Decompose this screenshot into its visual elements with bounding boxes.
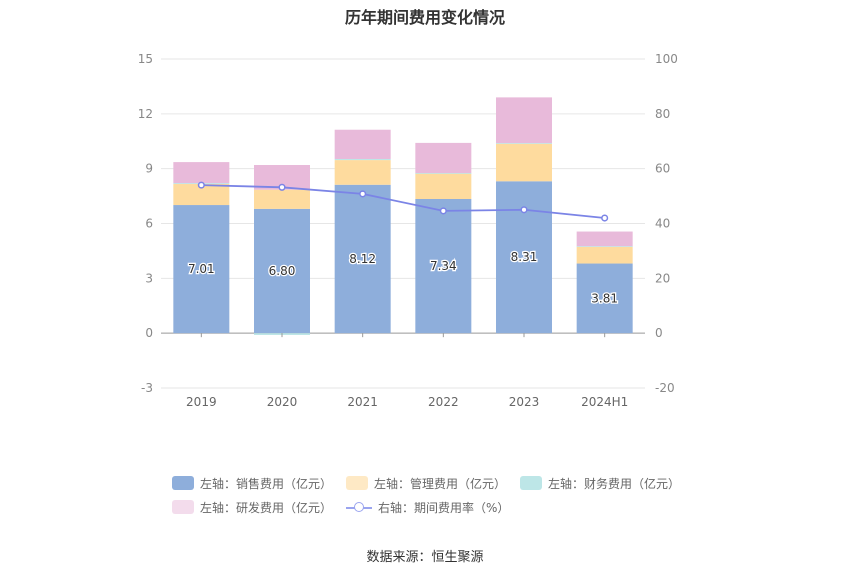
data-label: 8.12 <box>349 252 376 266</box>
y-right-tick-label: 100 <box>655 52 678 66</box>
legend-label-ratio: 右轴：期间费用率（%） <box>378 500 510 515</box>
ratio-point <box>520 206 528 214</box>
y-right-tick-label: 0 <box>655 326 663 340</box>
legend-item-rnd[interactable]: 左轴：研发费用（亿元） <box>172 499 332 516</box>
bar-segment <box>173 162 230 184</box>
legend-swatch-finance <box>520 476 543 490</box>
legend-label-rnd: 左轴：研发费用（亿元） <box>200 500 333 515</box>
bar-segment <box>576 231 633 247</box>
legend-item-sales[interactable]: 左轴：销售费用（亿元） <box>172 475 332 492</box>
ratio-point <box>359 190 367 198</box>
bar-segment <box>415 173 472 174</box>
data-label: 8.31 <box>511 250 538 264</box>
legend-item-finance[interactable]: 左轴：财务费用（亿元） <box>520 475 680 492</box>
bar-segment <box>496 97 552 144</box>
bar-segment <box>334 129 391 159</box>
y-right-tick-label: 20 <box>655 271 670 285</box>
bar-segment <box>415 142 472 174</box>
x-tick-label: 2024H1 <box>581 395 628 409</box>
bar-segment <box>496 143 552 182</box>
ratio-point <box>197 181 205 189</box>
ratio-line <box>201 184 605 219</box>
bar-segment <box>576 246 633 264</box>
legend-swatch-admin <box>346 476 369 490</box>
bar-segment <box>415 199 472 334</box>
y-left-tick-label: 15 <box>138 52 153 66</box>
data-label: 6.80 <box>269 264 296 278</box>
data-label: 7.01 <box>188 262 215 276</box>
ratio-point <box>278 183 286 191</box>
y-right-tick-label: -20 <box>655 381 675 395</box>
y-left-tick-label: 0 <box>145 326 153 340</box>
bar-segment <box>576 263 633 334</box>
y-left-tick-label: 9 <box>145 162 153 176</box>
data-label: 7.34 <box>430 259 457 273</box>
chart-legend: 左轴：销售费用（亿元） 左轴：管理费用（亿元） 左轴：财务费用（亿元） 左轴：研… <box>172 472 692 520</box>
bar-segment <box>334 160 391 185</box>
bar-segment <box>173 184 230 206</box>
legend-swatch-rnd <box>172 500 194 514</box>
ratio-point <box>601 214 609 222</box>
y-right-tick-label: 40 <box>655 217 670 231</box>
bar-segment <box>576 246 633 247</box>
bar-segment <box>334 184 391 334</box>
y-left-tick-label: 3 <box>145 271 153 285</box>
legend-item-ratio[interactable]: 右轴：期间费用率（%） <box>346 499 509 516</box>
y-right-tick-label: 80 <box>655 107 670 121</box>
bar-segment <box>173 205 230 334</box>
x-tick-label: 2020 <box>267 395 298 409</box>
legend-label-finance: 左轴：财务费用（亿元） <box>548 476 681 491</box>
bar-segment <box>254 208 310 334</box>
y-left-tick-label: 12 <box>138 107 153 121</box>
x-tick-label: 2023 <box>509 395 540 409</box>
bar-segment <box>415 173 472 200</box>
y-left-tick-label: -3 <box>141 381 153 395</box>
legend-label-sales: 左轴：销售费用（亿元） <box>200 476 333 491</box>
y-left-tick-label: 6 <box>145 217 153 231</box>
x-tick-label: 2022 <box>428 395 459 409</box>
legend-item-admin[interactable]: 左轴：管理费用（亿元） <box>346 475 506 492</box>
data-label: 3.81 <box>591 291 618 305</box>
legend-swatch-ratio <box>346 500 373 514</box>
x-tick-label: 2021 <box>347 395 378 409</box>
ratio-point <box>439 207 447 215</box>
bar-segment <box>254 189 310 209</box>
legend-label-admin: 左轴：管理费用（亿元） <box>374 476 507 491</box>
bar-segment <box>334 158 391 161</box>
y-right-tick-label: 60 <box>655 162 670 176</box>
source-note: 数据来源：恒生聚源 <box>366 550 484 565</box>
chart-title: 历年期间费用变化情况 <box>344 8 505 27</box>
x-tick-label: 2019 <box>186 395 217 409</box>
bar-segment <box>496 143 552 144</box>
legend-swatch-sales <box>172 476 194 490</box>
